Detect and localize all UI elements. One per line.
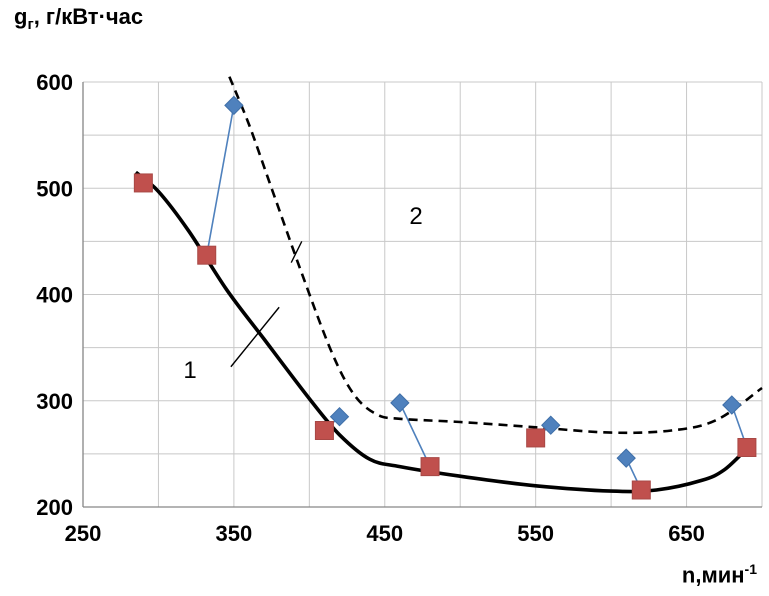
connector-line — [205, 105, 235, 256]
annotation-leader-2 — [290, 241, 303, 263]
y-axis-unit: , г/кВт·час — [33, 4, 144, 29]
annotation-leader-1 — [230, 306, 280, 368]
square-marker — [133, 173, 153, 193]
y-tick-label: 400 — [36, 283, 73, 308]
y-tick-label: 600 — [36, 70, 73, 95]
x-tick-label: 250 — [65, 521, 102, 546]
y-tick-label: 300 — [36, 389, 73, 414]
curve-2 — [228, 76, 763, 435]
x-tick-label: 350 — [216, 521, 253, 546]
y-axis-label: gг, г/кВт·час — [14, 4, 143, 33]
data-markers — [133, 95, 757, 500]
x-axis-superscript: -1 — [744, 560, 757, 577]
square-marker — [526, 428, 546, 448]
curve-1 — [134, 170, 749, 494]
diamond-marker — [616, 448, 636, 468]
square-marker — [197, 245, 217, 265]
y-axis-subscript: г — [27, 16, 34, 33]
x-axis-text: n,мин — [681, 562, 745, 587]
diamond-marker — [329, 406, 350, 427]
square-marker — [314, 421, 334, 440]
diamond-marker — [390, 393, 410, 413]
square-marker — [737, 438, 757, 457]
x-axis-label: n,мин-1 — [682, 561, 757, 588]
diamond-marker — [541, 415, 561, 435]
connector-line — [399, 402, 431, 467]
curve-annotations: 12 — [183, 203, 422, 384]
fit-curves — [134, 76, 763, 494]
x-tick-label: 450 — [366, 521, 403, 546]
diamond-marker — [722, 395, 742, 415]
annotation-label-1: 1 — [183, 357, 196, 384]
x-tick-label: 650 — [668, 521, 705, 546]
x-tick-label: 550 — [517, 521, 554, 546]
grid — [83, 81, 763, 507]
square-marker — [631, 480, 651, 500]
diamond-marker — [224, 95, 244, 116]
tick-labels: 250 350 450 550 650 200 300 400 500 600 — [36, 70, 705, 546]
y-tick-label: 200 — [36, 495, 73, 520]
y-tick-label: 500 — [36, 176, 73, 201]
square-marker — [420, 457, 440, 477]
y-axis-symbol: g — [14, 4, 28, 29]
annotation-label-2: 2 — [409, 203, 422, 230]
axes — [82, 82, 762, 508]
